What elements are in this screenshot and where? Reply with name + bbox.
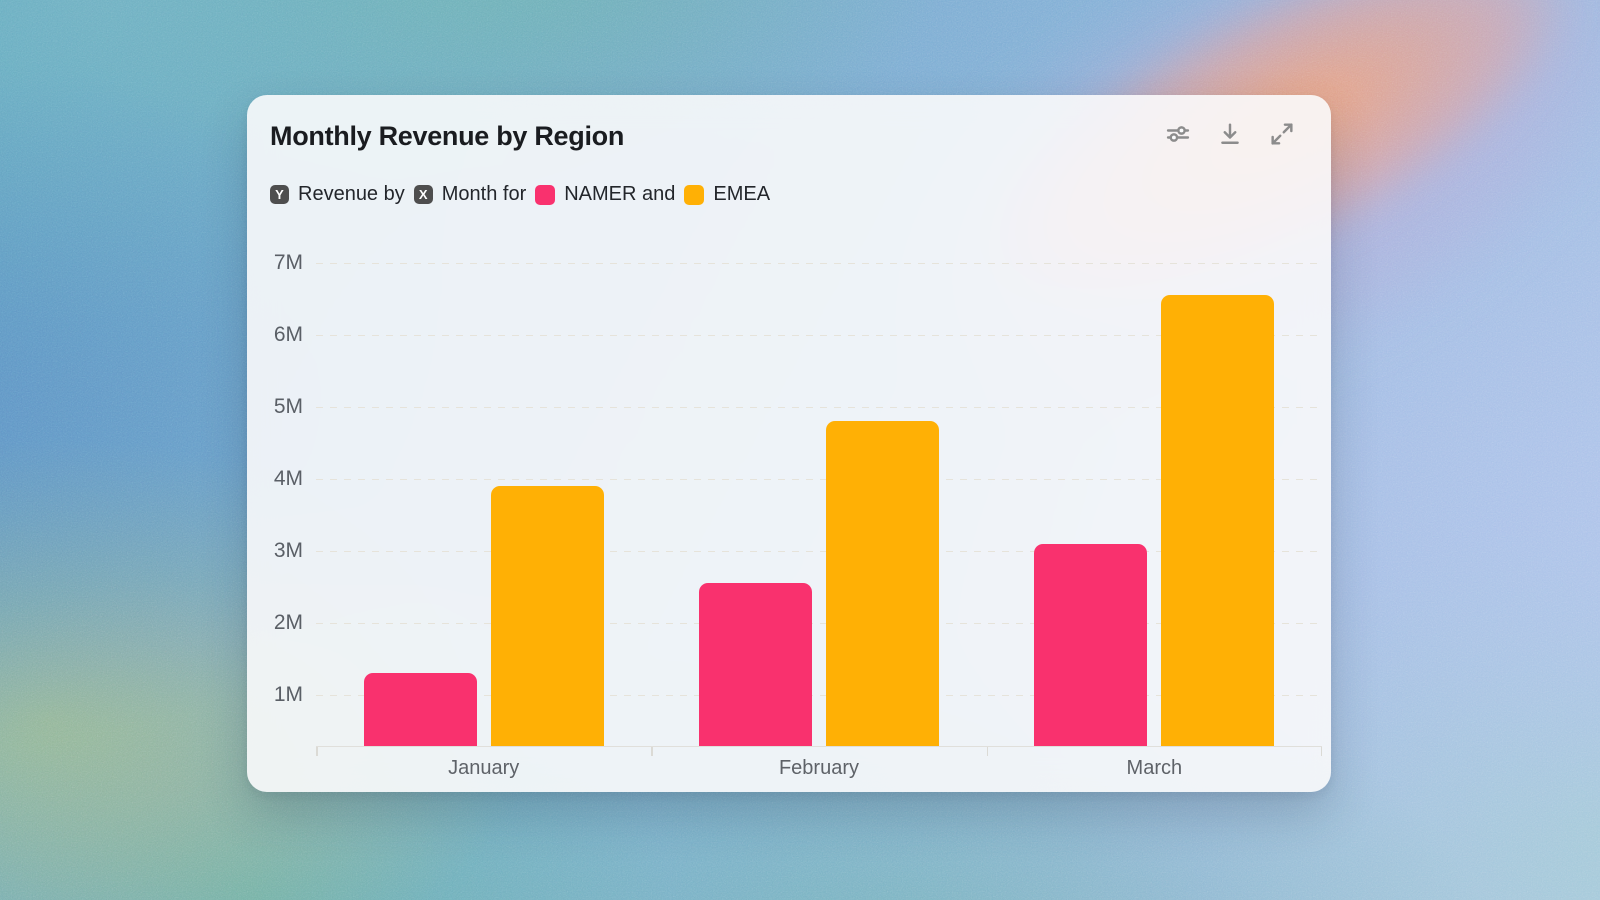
- chart-subtitle: Y Revenue by X Month for NAMER and EMEA: [270, 183, 770, 206]
- gridline-5M: [316, 406, 1322, 408]
- bar-february-emea[interactable]: [826, 421, 939, 746]
- x-axis-tick: [1320, 747, 1322, 756]
- y-axis-label: Revenue by: [298, 183, 405, 205]
- x-axis-tick: [316, 747, 318, 756]
- y-tick-3M: 3M: [273, 539, 303, 562]
- gridline-6M: [316, 334, 1322, 336]
- x-axis-line: [316, 745, 1322, 747]
- bar-february-namer[interactable]: [699, 583, 812, 746]
- gridline-4M: [316, 478, 1322, 480]
- y-tick-5M: 5M: [273, 395, 303, 418]
- x-axis-tick: [651, 747, 653, 756]
- x-axis-label: Month for: [441, 183, 527, 205]
- legend-swatch-emea: [684, 184, 705, 205]
- y-axis-badge: Y: [270, 185, 289, 204]
- bar-chart-plot: 1M 2M 3M 4M 5M 6M 7M January February March: [274, 251, 1322, 779]
- chart-toolbar: [1163, 119, 1297, 149]
- gridline-3M: [316, 550, 1322, 552]
- expand-button[interactable]: [1267, 119, 1297, 149]
- chart-card: Monthly Revenue by Region: [247, 95, 1331, 792]
- y-tick-1M: 1M: [273, 683, 303, 706]
- expand-icon: [1268, 120, 1296, 148]
- y-tick-6M: 6M: [273, 323, 303, 346]
- y-tick-7M: 7M: [273, 251, 303, 274]
- bar-january-namer[interactable]: [363, 673, 477, 746]
- y-tick-4M: 4M: [273, 467, 303, 490]
- legend-swatch-namer: [535, 184, 556, 205]
- x-axis-badge: X: [413, 185, 433, 204]
- y-tick-2M: 2M: [273, 611, 303, 634]
- legend-label-namer: NAMER and: [564, 183, 676, 205]
- sliders-icon: [1164, 120, 1192, 148]
- gridline-2M: [316, 622, 1322, 624]
- bar-march-emea[interactable]: [1161, 295, 1275, 746]
- x-tick-march: March: [1126, 757, 1183, 779]
- gridline-1M: [316, 694, 1322, 696]
- download-icon: [1216, 120, 1244, 148]
- x-tick-january: January: [448, 757, 520, 779]
- legend-label-emea: EMEA: [713, 183, 771, 205]
- adjust-settings-button[interactable]: [1163, 119, 1193, 149]
- download-button[interactable]: [1215, 119, 1245, 149]
- chart-title: Monthly Revenue by Region: [270, 121, 625, 151]
- gridline-7M: [316, 262, 1322, 264]
- bar-march-namer[interactable]: [1034, 543, 1148, 746]
- x-tick-february: February: [778, 757, 859, 779]
- bar-january-emea[interactable]: [490, 486, 604, 746]
- x-axis-tick: [986, 747, 989, 756]
